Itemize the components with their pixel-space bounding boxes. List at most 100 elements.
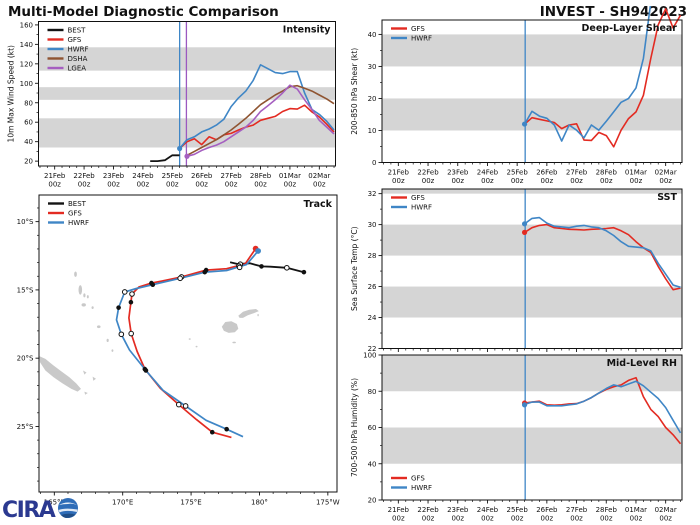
track-marker-12z (129, 291, 135, 297)
svg-text:175°W: 175°W (316, 499, 340, 507)
svg-text:00z: 00z (600, 515, 613, 523)
track-marker-00z (116, 305, 121, 310)
svg-text:DSHA: DSHA (68, 55, 88, 63)
intensity-series-best (150, 154, 180, 163)
sst-band (382, 286, 682, 318)
svg-text:00z: 00z (630, 515, 643, 523)
svg-text:HWRF: HWRF (68, 219, 89, 227)
track-line-gfs (128, 248, 257, 439)
svg-text:22Feb: 22Feb (417, 506, 439, 514)
landmass (188, 338, 191, 340)
svg-text:24Feb: 24Feb (477, 506, 499, 514)
intensity-series-dsha (186, 84, 335, 157)
shear-series-hwrf (523, 6, 652, 142)
svg-text:22: 22 (368, 345, 377, 353)
svg-text:23Feb: 23Feb (103, 172, 125, 180)
landmass (238, 309, 259, 318)
svg-text:GFS: GFS (68, 210, 82, 218)
svg-text:01Mar: 01Mar (625, 169, 647, 177)
svg-text:Track: Track (304, 199, 333, 210)
svg-text:100: 100 (20, 80, 33, 88)
landmass (83, 370, 87, 375)
svg-text:GFS: GFS (411, 194, 425, 202)
landmass (92, 376, 96, 381)
track-marker-12z (177, 275, 183, 282)
svg-text:27Feb: 27Feb (220, 172, 242, 180)
globe-icon (58, 498, 78, 518)
intensity-panel: 21Feb00z22Feb00z23Feb00z24Feb00z25Feb00z… (7, 21, 336, 189)
track-marker-12z (121, 289, 128, 295)
svg-text:140: 140 (20, 41, 33, 49)
svg-text:SST: SST (657, 192, 677, 203)
svg-text:700-500 hPa Humidity (%): 700-500 hPa Humidity (%) (350, 378, 359, 477)
track-marker-00z (209, 429, 215, 435)
svg-text:00z: 00z (511, 515, 524, 523)
svg-text:01Mar: 01Mar (625, 506, 647, 514)
landmass (111, 349, 114, 353)
svg-text:Sea Surface Temp (°C): Sea Surface Temp (°C) (350, 226, 359, 311)
track-marker-00z (224, 426, 229, 432)
svg-text:22Feb: 22Feb (417, 169, 439, 177)
svg-text:0: 0 (372, 159, 376, 167)
svg-text:00z: 00z (107, 181, 120, 189)
svg-text:00z: 00z (195, 181, 208, 189)
svg-text:40: 40 (368, 31, 377, 39)
svg-text:80: 80 (368, 388, 377, 396)
svg-text:27Feb: 27Feb (566, 506, 588, 514)
svg-text:01Mar: 01Mar (279, 172, 301, 180)
svg-text:24Feb: 24Feb (477, 169, 499, 177)
sst-start-dot (521, 229, 528, 235)
intensity-series-lgea (186, 84, 335, 158)
svg-text:00z: 00z (659, 515, 672, 523)
svg-text:30: 30 (368, 63, 377, 71)
svg-text:28Feb: 28Feb (250, 172, 272, 180)
svg-text:Mid-Level RH: Mid-Level RH (607, 358, 677, 369)
svg-text:00z: 00z (541, 177, 554, 185)
track-marker-00z (301, 269, 307, 275)
svg-text:15°S: 15°S (17, 286, 34, 294)
track-marker-12z (284, 264, 290, 271)
page-title: Multi-Model Diagnostic Comparison (8, 4, 279, 20)
svg-text:100: 100 (363, 352, 376, 360)
landmass (91, 306, 94, 310)
landmass (86, 295, 89, 299)
intensity-start-dot (184, 153, 190, 159)
svg-text:HWRF: HWRF (68, 46, 89, 54)
svg-text:21Feb: 21Feb (388, 169, 410, 177)
svg-text:80: 80 (24, 99, 33, 107)
svg-text:00z: 00z (225, 181, 238, 189)
svg-text:27Feb: 27Feb (566, 169, 588, 177)
svg-text:02Mar: 02Mar (308, 172, 330, 180)
svg-text:00z: 00z (630, 177, 643, 185)
svg-text:02Mar: 02Mar (655, 169, 677, 177)
svg-text:00z: 00z (511, 177, 524, 185)
svg-text:60: 60 (24, 119, 33, 127)
rh-panel: 21Feb00z22Feb00z23Feb00z24Feb00z25Feb00z… (350, 352, 683, 523)
landmass (39, 356, 81, 392)
intensity-series-gfs (179, 104, 335, 150)
svg-text:200-850 hPa Shear (kt): 200-850 hPa Shear (kt) (350, 48, 359, 135)
svg-text:Intensity: Intensity (283, 25, 331, 36)
svg-text:21Feb: 21Feb (388, 506, 410, 514)
svg-text:00z: 00z (600, 177, 613, 185)
svg-text:26: 26 (368, 283, 377, 291)
svg-text:HWRF: HWRF (411, 35, 432, 43)
svg-text:160: 160 (20, 21, 33, 29)
landmass (78, 285, 83, 295)
landmass (232, 341, 236, 344)
svg-text:26Feb: 26Feb (536, 169, 558, 177)
svg-text:00z: 00z (392, 177, 405, 185)
svg-text:00z: 00z (78, 181, 91, 189)
svg-text:26Feb: 26Feb (536, 506, 558, 514)
svg-text:00z: 00z (451, 515, 464, 523)
shear-start-dot (521, 121, 528, 127)
svg-text:00z: 00z (166, 181, 179, 189)
shear-band (382, 98, 682, 131)
svg-text:26Feb: 26Feb (191, 172, 213, 180)
svg-text:Deep-Layer Shear: Deep-Layer Shear (582, 23, 678, 34)
svg-text:20: 20 (24, 158, 33, 166)
cira-logo-text: CIRA (2, 498, 56, 523)
track-marker-12z (175, 401, 182, 408)
